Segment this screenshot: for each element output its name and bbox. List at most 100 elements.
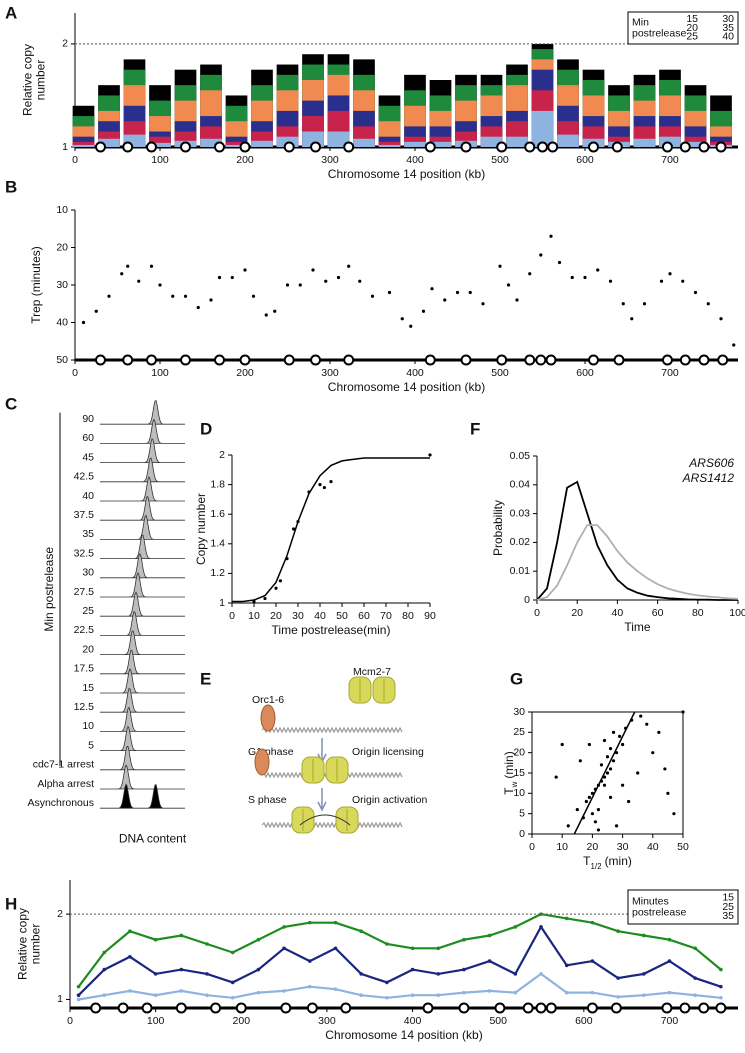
origin	[175, 1002, 187, 1014]
point	[719, 317, 723, 321]
bar	[684, 141, 707, 147]
point	[599, 763, 604, 767]
y-tick-label: 2	[62, 38, 68, 50]
x-tick-label: 40	[647, 841, 659, 853]
point	[329, 480, 333, 484]
legend-entry: ARS1412	[682, 471, 735, 485]
origin	[424, 354, 436, 366]
origin	[661, 141, 673, 153]
bar	[353, 138, 375, 147]
point	[608, 795, 613, 800]
origin	[424, 141, 436, 153]
origin	[588, 354, 599, 366]
point	[263, 596, 267, 601]
point	[666, 791, 670, 795]
point	[94, 309, 98, 313]
point	[611, 730, 616, 734]
point	[273, 309, 277, 313]
origin	[180, 354, 191, 366]
y-axis-label-unit: (min)	[502, 751, 516, 778]
legend-title: postrelease	[632, 906, 686, 918]
point	[639, 714, 643, 718]
point	[370, 294, 375, 298]
point	[593, 820, 598, 824]
origin	[343, 141, 355, 153]
x-tick-label: 200	[233, 1015, 251, 1027]
point	[285, 557, 289, 561]
point	[642, 302, 647, 306]
point	[409, 324, 413, 328]
diagram-label: Origin licensing	[352, 746, 424, 758]
x-tick-label: 20	[270, 610, 282, 622]
origin	[310, 354, 322, 366]
orc	[260, 704, 276, 732]
origin	[496, 354, 508, 366]
row-label: 5	[88, 739, 94, 751]
x-tick-label: 20	[587, 841, 599, 853]
dna	[261, 726, 403, 734]
point	[515, 298, 519, 302]
row-label: 17.5	[74, 663, 95, 675]
y-axis-label-line: Relative copy	[16, 908, 30, 980]
point	[596, 268, 600, 272]
x-axis-label: Time	[624, 620, 651, 634]
point	[322, 485, 326, 490]
x-tick-label: 60	[358, 610, 370, 622]
point	[668, 272, 672, 276]
point	[292, 527, 296, 531]
origin	[239, 354, 251, 366]
bar	[506, 136, 528, 147]
x-axis-label-sub: 1/2	[590, 862, 602, 871]
x-tick-label: 0	[229, 610, 235, 622]
bar	[251, 140, 273, 147]
point	[137, 279, 141, 283]
point	[681, 279, 685, 283]
point	[578, 759, 582, 763]
x-tick-label: 40	[612, 607, 624, 619]
point	[554, 775, 558, 779]
point	[557, 260, 562, 265]
x-tick-label: 600	[576, 154, 594, 166]
bar	[531, 110, 554, 147]
point	[587, 795, 591, 800]
point	[624, 726, 628, 730]
row-label: 32.5	[74, 547, 95, 559]
x-tick-label: 0	[529, 841, 535, 853]
x-axis-label: Chromosome 14 position (kb)	[328, 167, 485, 181]
legend-entry: 15	[722, 891, 734, 903]
point	[209, 298, 213, 302]
x-tick-label: 30	[617, 841, 629, 853]
origin	[141, 1002, 153, 1014]
legend-box	[627, 11, 739, 45]
orc	[254, 748, 270, 776]
row-label: 42.5	[74, 471, 95, 483]
point	[627, 799, 631, 804]
x-axis-label: T1/2 (min)	[583, 854, 632, 870]
legend-box	[627, 889, 739, 925]
row-label: 37.5	[74, 509, 95, 521]
x-tick-label: 50	[336, 610, 348, 622]
x-tick-label: 600	[576, 367, 594, 379]
bar	[149, 136, 171, 147]
legend-title: Minutes	[632, 895, 669, 907]
x-tick-label: 300	[318, 1015, 336, 1027]
point	[621, 742, 625, 747]
point	[358, 279, 362, 283]
point	[590, 791, 595, 795]
diagram-label: G1 phase	[248, 746, 294, 758]
point	[611, 759, 616, 763]
y-axis-label: Tw (min)	[502, 751, 518, 794]
point	[400, 317, 404, 321]
histogram	[100, 514, 185, 540]
x-tick-label: 90	[424, 610, 436, 622]
point	[252, 599, 256, 604]
legend-entry: 25	[722, 901, 734, 913]
origin	[588, 141, 599, 153]
x-axis-label-main: T	[583, 854, 591, 868]
x-tick-label: 500	[489, 1015, 507, 1027]
panel-letter: A	[5, 3, 17, 22]
bar	[429, 141, 452, 147]
arrow	[317, 788, 327, 812]
point	[243, 268, 247, 272]
